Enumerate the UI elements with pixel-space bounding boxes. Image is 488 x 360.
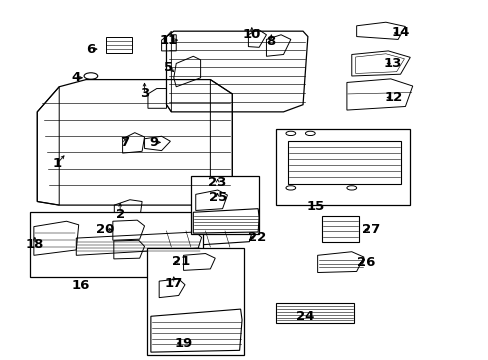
Text: 23: 23: [208, 176, 226, 189]
Text: 14: 14: [390, 27, 409, 40]
Text: 8: 8: [266, 35, 275, 49]
Text: 3: 3: [140, 87, 149, 100]
Bar: [30, 212, 203, 277]
Text: 16: 16: [72, 279, 90, 292]
Text: 10: 10: [242, 28, 261, 41]
Text: 15: 15: [305, 201, 324, 213]
Text: 13: 13: [383, 57, 402, 70]
Text: 11: 11: [160, 33, 178, 47]
Text: 17: 17: [164, 278, 183, 291]
Text: 4: 4: [72, 71, 81, 84]
Text: 27: 27: [362, 223, 380, 236]
Text: 24: 24: [296, 310, 314, 324]
Text: 21: 21: [172, 255, 190, 268]
Text: 7: 7: [120, 136, 129, 149]
Text: 26: 26: [357, 256, 375, 269]
Text: 25: 25: [208, 191, 226, 204]
Text: 20: 20: [96, 223, 115, 236]
Text: 1: 1: [52, 157, 61, 170]
Text: 9: 9: [149, 136, 159, 149]
Text: 22: 22: [247, 231, 265, 244]
Text: 6: 6: [86, 42, 95, 55]
Text: 5: 5: [164, 60, 173, 73]
Bar: [190, 176, 259, 234]
Text: 18: 18: [25, 238, 44, 251]
Text: 19: 19: [174, 337, 192, 350]
Text: 12: 12: [383, 91, 402, 104]
Text: 2: 2: [115, 208, 124, 221]
Bar: [276, 129, 409, 205]
Bar: [147, 248, 244, 355]
